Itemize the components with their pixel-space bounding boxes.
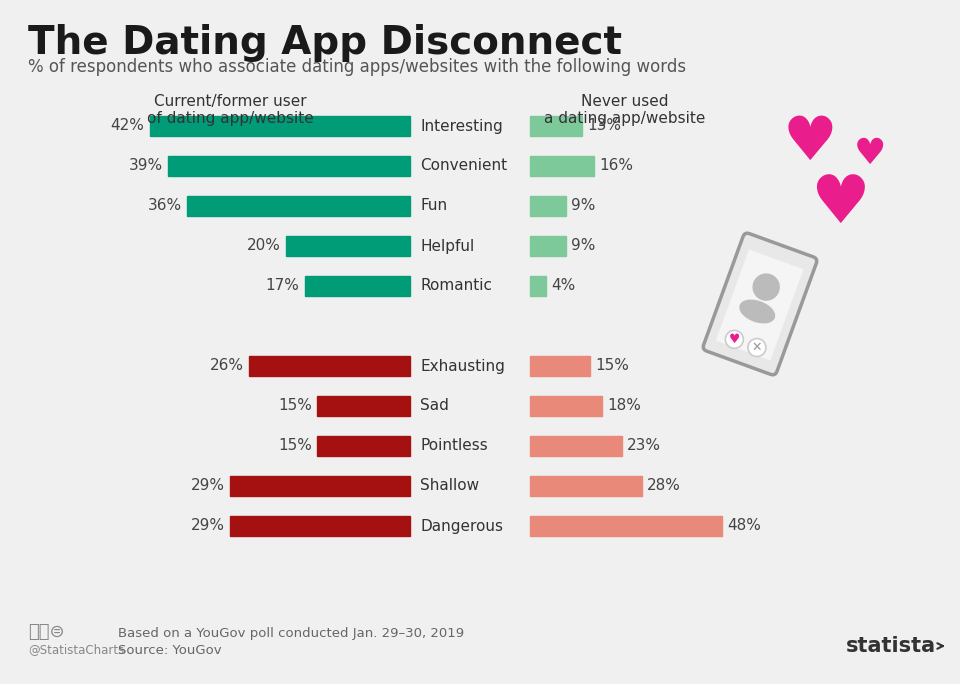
Text: ♥: ♥ [782,114,837,174]
Bar [317,396,410,416]
Text: ♥: ♥ [729,333,740,346]
Text: Interesting: Interesting [420,118,503,133]
Text: 4%: 4% [551,278,575,293]
Text: Helpful: Helpful [420,239,474,254]
Text: Exhausting: Exhausting [420,358,505,373]
FancyBboxPatch shape [704,233,817,375]
Text: ✕: ✕ [752,341,762,354]
Text: 23%: 23% [627,438,661,453]
Text: Source: YouGov: Source: YouGov [118,644,222,657]
Text: 48%: 48% [727,518,761,534]
Bar [530,156,594,176]
Text: 26%: 26% [210,358,244,373]
Bar [286,236,410,256]
Ellipse shape [740,300,775,323]
Text: 9%: 9% [571,198,595,213]
Bar [317,436,410,456]
Bar [530,436,622,456]
Bar [249,356,410,376]
Text: @StatistaCharts: @StatistaCharts [28,644,124,657]
Text: 42%: 42% [110,118,145,133]
Text: Shallow: Shallow [420,479,479,493]
Circle shape [754,274,780,300]
FancyArrowPatch shape [937,643,943,649]
Bar [150,116,410,136]
Bar [168,156,410,176]
Text: 15%: 15% [278,438,312,453]
Text: Based on a YouGov poll conducted Jan. 29–30, 2019: Based on a YouGov poll conducted Jan. 29… [118,627,464,640]
Text: The Dating App Disconnect: The Dating App Disconnect [28,24,622,62]
Text: 20%: 20% [247,239,281,254]
Text: 15%: 15% [278,399,312,414]
Text: 18%: 18% [607,399,641,414]
Text: 9%: 9% [571,239,595,254]
Bar [530,276,546,296]
Bar [230,476,410,496]
Text: % of respondents who associate dating apps/websites with the following words: % of respondents who associate dating ap… [28,58,686,76]
Text: Fun: Fun [420,198,447,213]
Text: Sad: Sad [420,399,449,414]
Text: 36%: 36% [148,198,181,213]
Text: 15%: 15% [595,358,629,373]
Circle shape [748,339,766,356]
Text: 29%: 29% [191,518,226,534]
Bar [530,236,566,256]
Text: Current/former user
of dating app/website: Current/former user of dating app/websit… [147,94,313,127]
Text: Ⓒⓘ⊜: Ⓒⓘ⊜ [28,623,64,641]
Bar [530,116,582,136]
Bar [530,356,590,376]
Text: 13%: 13% [587,118,621,133]
Text: Never used
a dating app/website: Never used a dating app/website [544,94,706,127]
Text: statista: statista [846,636,936,656]
Bar [530,196,566,216]
Text: 16%: 16% [599,159,633,174]
Text: ♥: ♥ [853,137,886,171]
Circle shape [726,330,743,348]
Bar [530,516,722,536]
Text: 17%: 17% [266,278,300,293]
Text: Dangerous: Dangerous [420,518,503,534]
Text: 39%: 39% [129,159,163,174]
Text: Convenient: Convenient [420,159,507,174]
FancyBboxPatch shape [716,250,804,360]
Text: ♥: ♥ [810,171,870,237]
Text: 28%: 28% [647,479,681,493]
Bar [530,396,602,416]
Text: 29%: 29% [191,479,226,493]
Bar [230,516,410,536]
Bar [304,276,410,296]
Text: Romantic: Romantic [420,278,492,293]
Bar [530,476,642,496]
Bar [187,196,410,216]
Text: Pointless: Pointless [420,438,488,453]
